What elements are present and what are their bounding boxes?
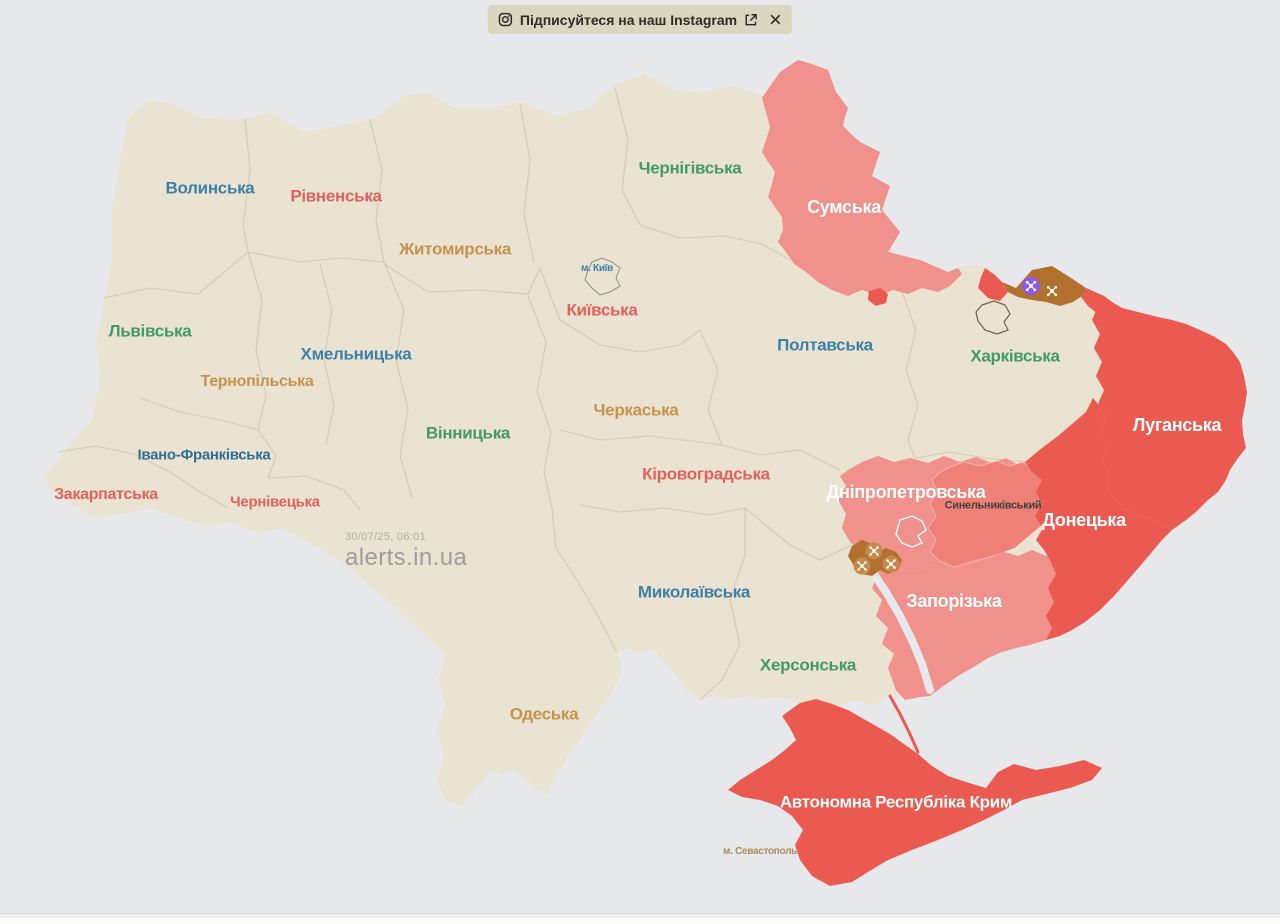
region-label-kharkivska: Харківська xyxy=(970,346,1060,366)
region-kharkiv-border-patch-right[interactable] xyxy=(1081,288,1117,318)
region-luhanska[interactable] xyxy=(1092,292,1247,530)
region-label-mykolaivska: Миколаївська xyxy=(637,582,751,602)
dnipro-hromada-outline[interactable] xyxy=(895,515,927,548)
region-label-rivnenska: Рівненська xyxy=(290,186,382,206)
region-label-poltavska: Полтавська xyxy=(777,335,873,355)
instagram-banner[interactable]: Підписуйтеся на наш Instagram xyxy=(487,5,793,34)
arabat-spit xyxy=(888,694,920,754)
external-link-icon[interactable] xyxy=(744,13,758,27)
region-label-chernivetska: Чернівецька xyxy=(230,493,320,511)
region-label-khmelnytska: Хмельницька xyxy=(300,344,412,364)
region-label-synelnykivskyi: Синельниківський xyxy=(944,499,1042,512)
region-label-ternopilska: Тернопільська xyxy=(200,373,314,390)
region-label-dnipropetrovska: Дніпропетровська xyxy=(826,482,986,502)
region-donetska[interactable] xyxy=(1025,398,1172,640)
watermark-timestamp: 30/07/25, 06:01 xyxy=(345,531,426,543)
close-icon[interactable] xyxy=(769,13,782,26)
region-zaporizka[interactable] xyxy=(862,550,1064,700)
region-label-cherkaska: Черкаська xyxy=(593,400,679,420)
instagram-icon xyxy=(498,12,513,27)
banner-text[interactable]: Підписуйтеся на наш Instagram xyxy=(519,11,738,28)
region-label-odeska: Одеська xyxy=(509,704,579,724)
region-crimea[interactable] xyxy=(728,699,1102,886)
region-label-ivano-frankivska: Івано-Франківська xyxy=(137,446,271,464)
threat-marker-dnipro-uav-2[interactable] xyxy=(853,557,871,575)
threat-marker-dnipro-uav-3[interactable] xyxy=(882,555,900,573)
watermark: 30/07/25, 06:01 alerts.in.ua xyxy=(345,531,467,572)
region-label-kyiv-city: м. Київ xyxy=(580,263,614,274)
threat-markers xyxy=(853,277,1058,575)
region-label-kyivska: Київська xyxy=(566,300,638,320)
watermark-site: alerts.in.ua xyxy=(345,544,468,571)
region-label-donetska: Донецька xyxy=(1042,510,1126,530)
oblast-borders xyxy=(57,87,1026,701)
region-label-zaporizka: Запорізька xyxy=(906,591,1002,611)
region-label-zhytomyrska: Житомирська xyxy=(398,239,512,259)
region-label-sevastopol: м. Севастополь xyxy=(723,846,797,857)
region-label-sumska: Сумська xyxy=(807,197,881,217)
region-synelnykivskyi-district[interactable] xyxy=(927,460,1051,568)
region-label-crimea: Автономна Республіка Крим xyxy=(779,792,1013,812)
region-label-khersonska: Херсонська xyxy=(759,655,857,675)
region-label-volynska: Волинська xyxy=(165,178,255,198)
region-kharkiv-border-strip[interactable] xyxy=(1002,266,1086,306)
region-label-kirovohradska: Кіровоградська xyxy=(642,464,770,484)
region-sumska[interactable] xyxy=(762,60,962,296)
kyiv-city-outline[interactable] xyxy=(584,257,621,296)
threat-marker-kharkiv-purple-threat[interactable] xyxy=(1022,277,1040,295)
region-label-lvivska: Львівська xyxy=(108,321,192,341)
threat-marker-dnipro-uav-1[interactable] xyxy=(865,542,883,560)
kharkiv-hromada-outline[interactable] xyxy=(975,300,1011,335)
region-kharkiv-border-patch-left[interactable] xyxy=(978,268,1008,301)
region-label-chernihivska: Чернігівська xyxy=(638,158,742,178)
region-sumy-border-patch[interactable] xyxy=(868,288,888,306)
region-label-zakarpatska: Закарпатська xyxy=(54,486,158,503)
region-label-vinnytska: Вінницька xyxy=(425,423,511,443)
dnipro-river xyxy=(866,564,934,694)
bottom-strip xyxy=(0,913,1280,924)
region-label-luhanska: Луганська xyxy=(1132,415,1222,435)
